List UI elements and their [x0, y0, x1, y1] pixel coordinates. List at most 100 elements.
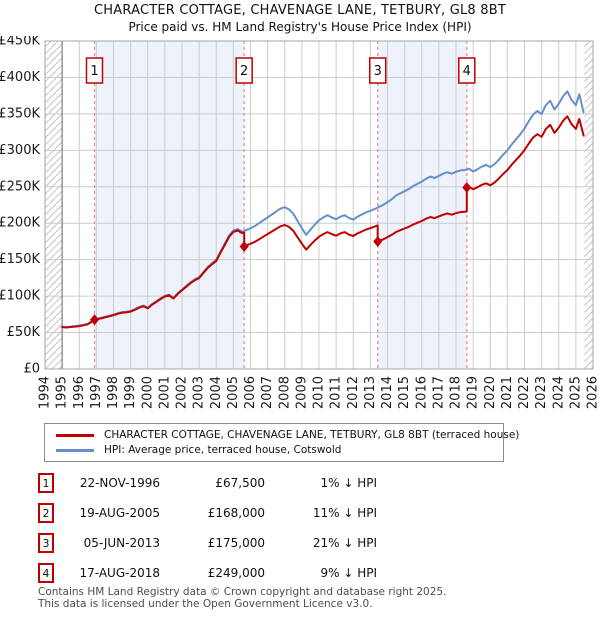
x-tick-label: 2020: [483, 376, 498, 409]
x-tick-label: 2016: [414, 376, 429, 409]
sale-hpi-delta-4: 9% ↓ HPI: [320, 566, 377, 580]
sale-date-4: 17-AUG-2018: [79, 566, 161, 580]
y-tick-label: £400K: [0, 70, 40, 85]
y-tick-label: £50K: [7, 325, 41, 340]
owned-period-shade-2: [377, 41, 467, 369]
legend: CHARACTER COTTAGE, CHAVENAGE LANE, TETBU…: [44, 423, 519, 462]
y-tick-label: £0: [23, 362, 40, 377]
sale-row-2: 2 19-AUG-2005 £168,000 11% ↓ HPI: [38, 498, 458, 528]
x-tick-label: 2002: [175, 376, 190, 409]
x-tick-label: 2023: [534, 376, 549, 409]
sale-date-2: 19-AUG-2005: [79, 506, 161, 520]
sale-flag-number-3: 3: [374, 64, 382, 79]
sale-marker-2: [239, 241, 249, 253]
x-tick-label: 2021: [500, 376, 515, 409]
sale-marker-1: [89, 314, 99, 326]
sale-price-1: £67,500: [215, 476, 265, 490]
x-tick-label: 2022: [517, 376, 532, 409]
sale-hpi-delta-1: 1% ↓ HPI: [320, 476, 377, 490]
sale-price-4: £249,000: [207, 566, 265, 580]
x-tick-label: 2017: [431, 376, 446, 409]
price-history-chart: 1 2 3 4 £0 £50K £100K £150K £200K £250K £300K £350K…: [0, 36, 600, 409]
license-note: Contains HM Land Registry data © Crown c…: [38, 586, 446, 610]
sale-flag-box-1: [85, 57, 104, 84]
license-line-1: Contains HM Land Registry data © Crown c…: [38, 586, 447, 598]
x-tick-label: 2001: [157, 376, 172, 409]
sale-date-3: 05-JUN-2013: [83, 536, 160, 550]
sale-marker-4: [462, 182, 472, 194]
sale-flag-4: 4: [458, 57, 476, 84]
grid: [44, 40, 594, 370]
legend-label-hpi: HPI: Average price, terraced house, Cots…: [104, 444, 342, 456]
x-tick-label: 1995: [55, 376, 70, 409]
x-tick-label: 2008: [277, 376, 292, 409]
sale-row-1: 1 22-NOV-1996 £67,500 1% ↓ HPI: [38, 468, 458, 498]
y-tick-label: £200K: [0, 216, 40, 231]
no-data-hatch-2: [584, 41, 593, 369]
sale-number-badge-4: 4: [38, 563, 54, 583]
x-tick-label: 2012: [346, 376, 361, 409]
chart-subtitle: Price paid vs. HM Land Registry's House …: [128, 20, 472, 34]
x-tick-label: 2005: [226, 376, 241, 409]
sale-flag-number-1: 1: [90, 64, 98, 79]
sale-price-2: £168,000: [207, 506, 265, 520]
legend-label-property: CHARACTER COTTAGE, CHAVENAGE LANE, TETBU…: [104, 429, 520, 441]
x-tick-label: 1997: [89, 376, 104, 409]
property-price-line: [61, 115, 585, 329]
sale-hpi-delta-2: 11% ↓ HPI: [312, 506, 377, 520]
property-line-swatch: [56, 433, 94, 437]
x-tick-label: 2000: [140, 376, 155, 409]
sale-marker-3: [373, 235, 383, 247]
sale-row-3: 3 05-JUN-2013 £175,000 21% ↓ HPI: [38, 528, 458, 558]
x-tick-label: 2007: [260, 376, 275, 409]
y-tick-label: £350K: [0, 106, 40, 121]
sale-price-3: £175,000: [207, 536, 265, 550]
x-tick-label: 1999: [123, 376, 138, 409]
x-tick-label: 2019: [466, 376, 481, 409]
x-tick-label: 2004: [209, 376, 224, 409]
sale-hpi-delta-3: 21% ↓ HPI: [312, 536, 377, 550]
x-tick-label: 2026: [586, 376, 600, 409]
no-data-hatch-1: [45, 41, 63, 369]
y-tick-label: £250K: [0, 179, 40, 194]
sale-flag-3: 3: [368, 57, 387, 84]
chart-title: CHARACTER COTTAGE, CHAVENAGE LANE, TETBU…: [94, 3, 506, 18]
sale-number-badge-1: 1: [38, 473, 54, 493]
hpi-line-swatch: [56, 448, 94, 452]
x-tick-label: 2003: [192, 376, 207, 409]
legend-row-hpi: HPI: Average price, terraced house, Cots…: [56, 444, 503, 456]
x-tick-label: 2018: [449, 376, 464, 409]
y-tick-label: £150K: [0, 252, 40, 267]
x-tick-label: 1996: [72, 376, 87, 409]
sales-table: 1 22-NOV-1996 £67,500 1% ↓ HPI 2 19-AUG-…: [38, 468, 458, 588]
sale-flag-number-2: 2: [240, 64, 248, 79]
owned-period-shade-1: [94, 41, 245, 369]
x-tick-label: 2010: [312, 376, 327, 409]
x-tick-label: 2006: [243, 376, 258, 409]
plot-border: [44, 40, 594, 370]
legend-row-property: CHARACTER COTTAGE, CHAVENAGE LANE, TETBU…: [56, 429, 519, 441]
x-tick-label: 2014: [380, 376, 395, 409]
sale-number-badge-3: 3: [38, 533, 54, 553]
y-tick-label: £450K: [0, 36, 40, 49]
sale-flag-box-2: [235, 57, 253, 84]
license-line-2: This data is licensed under the Open Gov…: [38, 598, 373, 610]
x-tick-label: 1998: [106, 376, 121, 409]
y-tick-label: £300K: [0, 143, 40, 158]
x-tick-label: 2025: [568, 376, 583, 409]
x-tick-label: 1994: [38, 376, 53, 409]
x-tick-label: 2011: [329, 376, 344, 409]
sale-flag-number-4: 4: [463, 64, 471, 79]
x-tick-label: 2013: [363, 376, 378, 409]
sale-flag-box-4: [458, 57, 476, 84]
x-tick-label: 2015: [397, 376, 412, 409]
sale-flag-1: 1: [85, 57, 104, 84]
x-tick-label: 2024: [551, 376, 566, 409]
sale-row-4: 4 17-AUG-2018 £249,000 9% ↓ HPI: [38, 558, 458, 588]
sale-flag-box-3: [368, 57, 387, 84]
sale-number-badge-2: 2: [38, 503, 54, 523]
sale-date-1: 22-NOV-1996: [79, 476, 160, 490]
y-tick-label: £100K: [0, 289, 40, 304]
sale-flag-2: 2: [235, 57, 253, 84]
